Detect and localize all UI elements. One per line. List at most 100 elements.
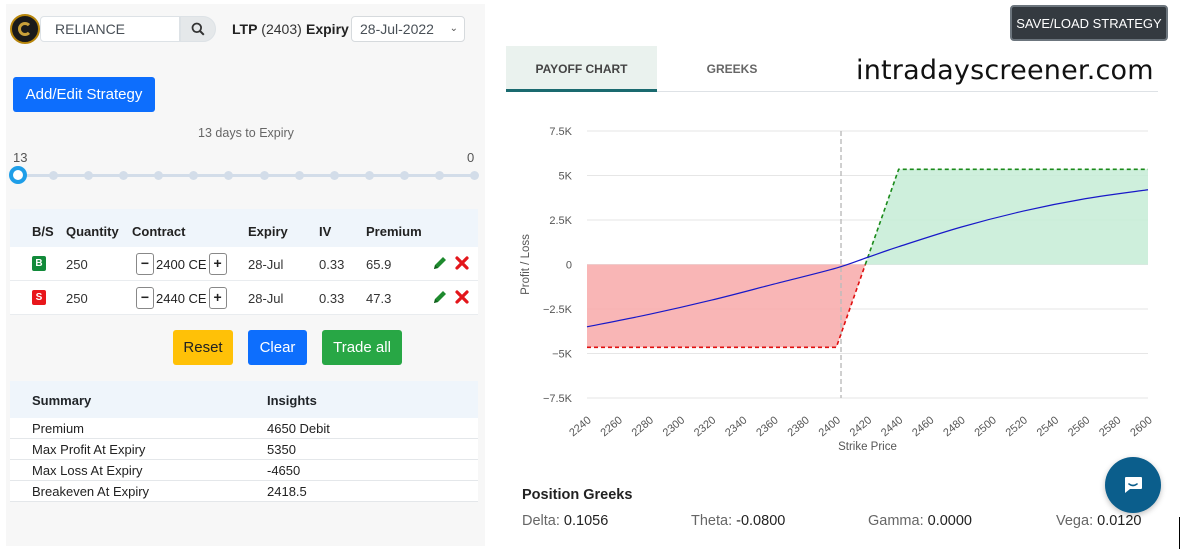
- x-tick-label: 2300: [661, 414, 687, 439]
- greek-label: Delta:: [522, 513, 560, 529]
- loss-area: [587, 264, 866, 348]
- greek-value: 0.0000: [927, 513, 972, 529]
- greek-value: 0.1056: [563, 513, 609, 529]
- greek-vega: Vega: 0.0120: [1056, 513, 1141, 529]
- increment-strike-button[interactable]: +: [208, 287, 227, 309]
- y-tick-label: −7.5K: [543, 393, 573, 405]
- symbol-search-input[interactable]: RELIANCE: [40, 16, 180, 42]
- header-iv: IV: [319, 224, 332, 239]
- y-tick-label: 7.5K: [549, 126, 572, 138]
- y-tick-label: 0: [566, 260, 572, 272]
- slider-step-dot: [399, 171, 409, 180]
- days-slider-track[interactable]: [18, 174, 478, 177]
- slider-step-dot: [259, 171, 269, 180]
- y-axis-label: Profit / Loss: [520, 234, 532, 295]
- trade-all-button[interactable]: Trade all: [322, 330, 402, 365]
- close-icon[interactable]: [454, 289, 470, 305]
- expiry-select[interactable]: 28-Jul-2022 ⌄: [351, 16, 465, 42]
- close-icon[interactable]: [454, 255, 470, 271]
- add-edit-strategy-button[interactable]: Add/Edit Strategy: [13, 77, 155, 112]
- greek-gamma: Gamma: 0.0000: [868, 513, 972, 529]
- increment-strike-button[interactable]: +: [208, 253, 227, 275]
- slider-step-dot: [154, 171, 164, 180]
- contract-stepper: − 2440 CE +: [136, 287, 227, 309]
- chart-tabs: PAYOFF CHART GREEKS: [506, 46, 1158, 92]
- x-tick-label: 2320: [692, 414, 718, 439]
- greek-label: Vega:: [1056, 513, 1094, 529]
- x-tick-label: 2240: [567, 414, 593, 439]
- summary-row: Max Loss At Expiry -4650: [10, 460, 478, 481]
- days-slider-handle[interactable]: [9, 166, 27, 184]
- ltp-display: LTP (2403): [232, 21, 302, 37]
- y-tick-label: −2.5K: [543, 304, 573, 316]
- save-load-strategy-button[interactable]: SAVE/LOAD STRATEGY: [1010, 5, 1168, 41]
- greek-theta: Theta: -0.0800: [691, 513, 785, 529]
- x-tick-label: 2360: [754, 414, 780, 439]
- summary-heading: Summary: [32, 393, 92, 408]
- y-tick-label: 2.5K: [549, 215, 572, 227]
- slider-step-dot: [329, 171, 339, 180]
- x-tick-label: 2540: [1035, 414, 1061, 439]
- position-greeks-title: Position Greeks: [522, 487, 633, 503]
- tab-greeks[interactable]: GREEKS: [706, 62, 758, 76]
- slider-step-dot: [364, 171, 374, 180]
- legs-table: B/S Quantity Contract Expiry IV Premium …: [10, 209, 478, 315]
- leg-expiry: 28-Jul: [248, 291, 284, 306]
- y-tick-label: −5K: [552, 349, 573, 361]
- table-row: B 250 − 2400 CE + 28-Jul 0.33 65.9: [10, 247, 478, 281]
- brand-watermark: intradayscreener.com: [856, 55, 1154, 86]
- pencil-icon[interactable]: [432, 255, 448, 271]
- x-tick-label: 2260: [598, 414, 624, 439]
- greek-value: -0.0800: [736, 513, 786, 529]
- tab-payoff-chart[interactable]: PAYOFF CHART: [506, 46, 657, 92]
- pencil-icon[interactable]: [432, 289, 448, 305]
- reliance-logo-icon: [10, 14, 40, 44]
- leg-contract: 2440 CE: [156, 290, 207, 306]
- x-tick-label: 2520: [1004, 414, 1030, 439]
- summary-label: Premium: [32, 421, 85, 436]
- greek-label: Theta:: [691, 513, 733, 529]
- slider-step-dot: [434, 171, 444, 180]
- slider-max-label: 0: [467, 150, 475, 165]
- chat-button[interactable]: [1105, 457, 1161, 513]
- decrement-strike-button[interactable]: −: [136, 253, 154, 275]
- x-axis-label: Strike Price: [838, 441, 897, 453]
- slider-min-label: 13: [13, 150, 28, 165]
- slider-step-dot: [49, 171, 59, 180]
- leg-quantity: 250: [66, 257, 88, 272]
- summary-label: Max Profit At Expiry: [32, 442, 146, 457]
- slider-step-dot: [189, 171, 199, 180]
- summary-table: Summary Insights Premium 4650 Debit Max …: [10, 381, 478, 502]
- y-tick-label: 5K: [559, 171, 573, 183]
- payoff-chart: 7.5K 5K 2.5K 0 −2.5K −5K −7.5K 2240 2260 2280 2300…: [520, 126, 1155, 453]
- clear-button[interactable]: Clear: [248, 330, 307, 365]
- header-premium: Premium: [366, 224, 422, 239]
- contract-stepper: − 2400 CE +: [136, 253, 227, 275]
- x-tick-label: 2500: [972, 414, 998, 439]
- ltp-value: (2403): [261, 21, 302, 37]
- greek-delta: Delta: 0.1056: [522, 513, 608, 529]
- x-tick-label: 2580: [1097, 414, 1123, 439]
- slider-step-dot: [294, 171, 304, 180]
- expiry-label: Expiry: [306, 21, 349, 37]
- insights-heading: Insights: [267, 393, 317, 408]
- slider-step-dot: [470, 171, 479, 180]
- leg-premium: 47.3: [366, 291, 392, 306]
- search-button[interactable]: [180, 16, 216, 42]
- legs-table-header: B/S Quantity Contract Expiry IV Premium: [10, 209, 478, 247]
- decrement-strike-button[interactable]: −: [136, 287, 154, 309]
- x-tick-label: 2400: [817, 414, 843, 439]
- reset-button[interactable]: Reset: [173, 330, 233, 365]
- chat-bubble-icon: [1125, 477, 1142, 493]
- profit-area: [865, 169, 1148, 265]
- summary-value: -4650: [267, 463, 301, 478]
- x-tick-label: 2280: [630, 414, 656, 439]
- sell-badge: S: [32, 290, 46, 305]
- leg-premium: 65.9: [366, 257, 392, 272]
- leg-iv: 0.33: [319, 291, 345, 306]
- summary-row: Max Profit At Expiry 5350: [10, 439, 478, 460]
- chart-panel: SAVE/LOAD STRATEGY PAYOFF CHART GREEKS i…: [506, 0, 1181, 550]
- header-expiry: Expiry: [248, 224, 288, 239]
- summary-label: Breakeven At Expiry: [32, 484, 150, 499]
- x-tick-label: 2380: [785, 414, 811, 439]
